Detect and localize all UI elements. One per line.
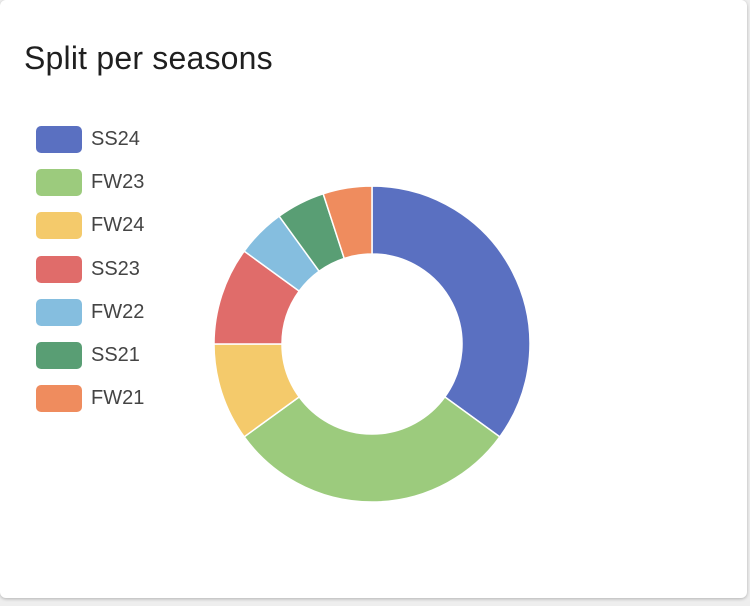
legend-swatch xyxy=(36,169,82,197)
donut-slice-fw23[interactable] xyxy=(243,395,501,503)
legend-item-ss23[interactable]: SS23 xyxy=(36,255,144,283)
legend-item-ss24[interactable]: SS24 xyxy=(36,126,144,153)
legend-label: FW22 xyxy=(91,300,145,323)
legend-label: FW23 xyxy=(91,171,145,194)
legend-label: SS21 xyxy=(91,343,140,366)
legend-label: SS23 xyxy=(91,257,140,280)
chart-legend: SS24 FW23 FW24 SS23 FW22 SS21 FW21 xyxy=(36,126,144,428)
legend-label: SS24 xyxy=(91,128,140,150)
legend-swatch xyxy=(36,298,82,326)
legend-swatch xyxy=(36,212,82,240)
donut-slice-ss24[interactable] xyxy=(371,185,531,438)
legend-item-fw23[interactable]: FW23 xyxy=(36,169,145,197)
legend-item-fw21[interactable]: FW21 xyxy=(36,385,145,413)
legend-swatch xyxy=(36,255,82,283)
legend-swatch xyxy=(36,126,82,153)
card-title: Split per seasons xyxy=(24,40,273,76)
legend-item-fw24[interactable]: FW24 xyxy=(36,212,145,240)
legend-item-ss21[interactable]: SS21 xyxy=(36,341,144,369)
legend-swatch xyxy=(36,385,82,413)
donut-slice-fw21[interactable] xyxy=(322,185,373,260)
legend-item-fw22[interactable]: FW22 xyxy=(36,298,145,326)
legend-label: FW21 xyxy=(91,387,145,410)
legend-swatch xyxy=(36,341,82,369)
legend-label: FW24 xyxy=(91,214,145,237)
